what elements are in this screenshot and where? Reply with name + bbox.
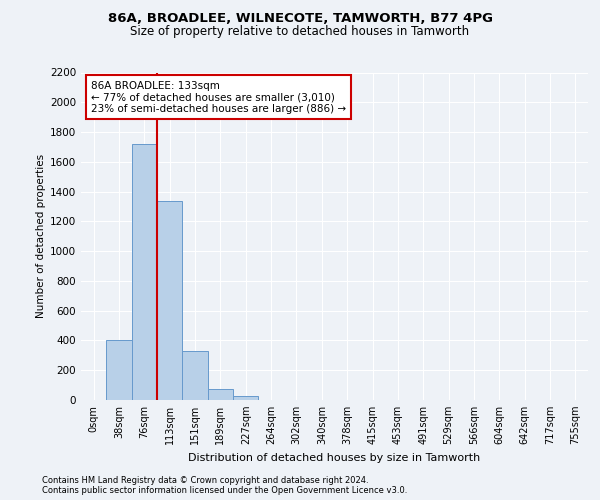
Bar <box>182 351 208 400</box>
Bar <box>157 200 182 400</box>
Bar <box>208 389 233 400</box>
Bar <box>106 340 132 400</box>
Text: Size of property relative to detached houses in Tamworth: Size of property relative to detached ho… <box>130 25 470 38</box>
Text: 86A BROADLEE: 133sqm
← 77% of detached houses are smaller (3,010)
23% of semi-de: 86A BROADLEE: 133sqm ← 77% of detached h… <box>91 80 346 114</box>
Text: 86A, BROADLEE, WILNECOTE, TAMWORTH, B77 4PG: 86A, BROADLEE, WILNECOTE, TAMWORTH, B77 … <box>107 12 493 26</box>
Text: Contains HM Land Registry data © Crown copyright and database right 2024.: Contains HM Land Registry data © Crown c… <box>42 476 368 485</box>
Y-axis label: Number of detached properties: Number of detached properties <box>36 154 46 318</box>
Bar <box>233 396 259 400</box>
X-axis label: Distribution of detached houses by size in Tamworth: Distribution of detached houses by size … <box>188 452 481 462</box>
Bar <box>132 144 157 400</box>
Text: Contains public sector information licensed under the Open Government Licence v3: Contains public sector information licen… <box>42 486 407 495</box>
